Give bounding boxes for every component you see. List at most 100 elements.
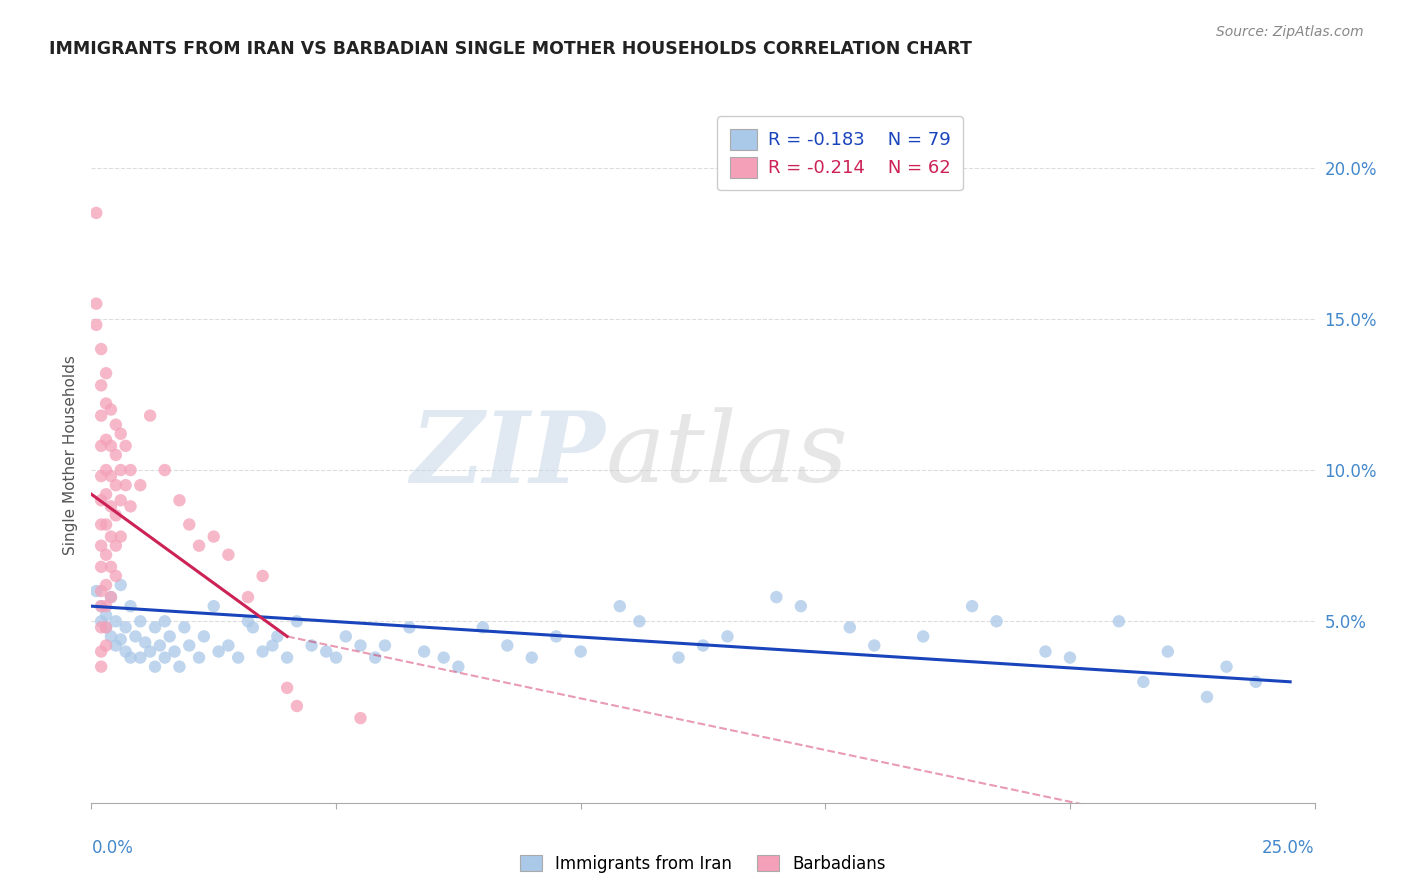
- Point: [207, 644, 229, 658]
- Point: [90, 409, 112, 423]
- Point: [110, 463, 132, 477]
- Point: [94, 433, 117, 447]
- Point: [139, 409, 162, 423]
- Point: [100, 439, 122, 453]
- Point: [315, 644, 337, 658]
- Point: [94, 599, 117, 614]
- Point: [692, 639, 714, 653]
- Point: [838, 620, 860, 634]
- Point: [193, 629, 215, 643]
- Point: [1132, 674, 1154, 689]
- Point: [188, 650, 211, 665]
- Point: [1059, 650, 1081, 665]
- Point: [104, 417, 127, 432]
- Point: [100, 590, 122, 604]
- Point: [129, 478, 152, 492]
- Point: [94, 396, 117, 410]
- Point: [252, 569, 274, 583]
- Point: [90, 493, 112, 508]
- Point: [94, 578, 117, 592]
- Point: [790, 599, 813, 614]
- Point: [114, 620, 136, 634]
- Point: [149, 639, 172, 653]
- Point: [94, 639, 117, 653]
- Point: [179, 517, 201, 532]
- Point: [114, 644, 136, 658]
- Point: [114, 478, 136, 492]
- Text: Source: ZipAtlas.com: Source: ZipAtlas.com: [1216, 25, 1364, 39]
- Point: [100, 469, 122, 483]
- Point: [90, 517, 112, 532]
- Point: [110, 530, 132, 544]
- Point: [90, 599, 112, 614]
- Text: IMMIGRANTS FROM IRAN VS BARBADIAN SINGLE MOTHER HOUSEHOLDS CORRELATION CHART: IMMIGRANTS FROM IRAN VS BARBADIAN SINGLE…: [49, 40, 972, 58]
- Point: [1108, 615, 1130, 629]
- Point: [129, 650, 152, 665]
- Point: [1244, 674, 1267, 689]
- Point: [94, 366, 117, 380]
- Point: [129, 615, 152, 629]
- Point: [169, 659, 191, 673]
- Point: [447, 659, 470, 673]
- Point: [217, 548, 239, 562]
- Point: [84, 206, 107, 220]
- Point: [120, 599, 142, 614]
- Point: [100, 590, 122, 604]
- Point: [276, 650, 298, 665]
- Point: [546, 629, 568, 643]
- Point: [90, 615, 112, 629]
- Point: [301, 639, 323, 653]
- Point: [179, 639, 201, 653]
- Point: [960, 599, 983, 614]
- Point: [90, 378, 112, 392]
- Point: [364, 650, 387, 665]
- Point: [285, 615, 308, 629]
- Point: [169, 493, 191, 508]
- Point: [236, 590, 259, 604]
- Point: [134, 635, 156, 649]
- Point: [124, 629, 146, 643]
- Point: [110, 426, 132, 441]
- Y-axis label: Single Mother Households: Single Mother Households: [62, 355, 77, 555]
- Point: [139, 644, 162, 658]
- Text: atlas: atlas: [605, 408, 848, 502]
- Point: [285, 698, 308, 713]
- Point: [110, 632, 132, 647]
- Point: [104, 639, 127, 653]
- Text: 25.0%: 25.0%: [1263, 839, 1315, 857]
- Point: [569, 644, 592, 658]
- Point: [143, 659, 166, 673]
- Point: [94, 487, 117, 501]
- Point: [90, 620, 112, 634]
- Point: [912, 629, 935, 643]
- Point: [110, 578, 132, 592]
- Point: [104, 615, 127, 629]
- Point: [188, 539, 211, 553]
- Point: [1215, 659, 1237, 673]
- Point: [153, 650, 176, 665]
- Point: [163, 644, 186, 658]
- Point: [153, 615, 176, 629]
- Point: [609, 599, 631, 614]
- Point: [104, 448, 127, 462]
- Point: [120, 650, 142, 665]
- Point: [433, 650, 456, 665]
- Point: [143, 620, 166, 634]
- Text: 0.0%: 0.0%: [91, 839, 134, 857]
- Point: [100, 530, 122, 544]
- Point: [104, 478, 127, 492]
- Point: [325, 650, 347, 665]
- Point: [104, 539, 127, 553]
- Point: [765, 590, 787, 604]
- Point: [100, 629, 122, 643]
- Point: [716, 629, 738, 643]
- Point: [217, 639, 239, 653]
- Point: [90, 439, 112, 453]
- Point: [349, 639, 371, 653]
- Point: [1195, 690, 1218, 704]
- Text: ZIP: ZIP: [411, 407, 605, 503]
- Point: [90, 539, 112, 553]
- Point: [226, 650, 249, 665]
- Legend: Immigrants from Iran, Barbadians: Immigrants from Iran, Barbadians: [513, 848, 893, 880]
- Point: [84, 296, 107, 310]
